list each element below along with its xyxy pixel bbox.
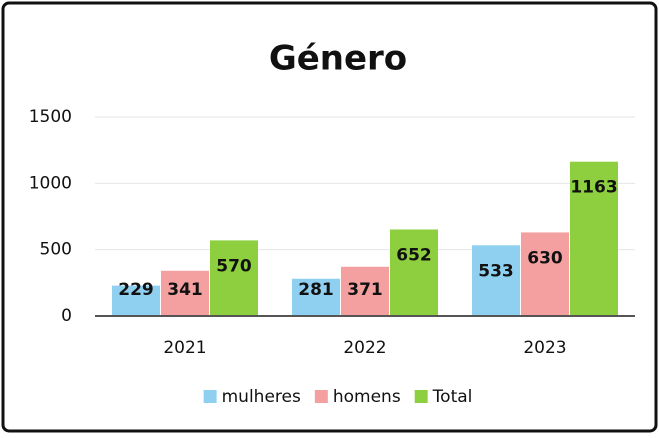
x-tick-label: 2023 [523,338,566,358]
legend-label: homens [333,387,401,407]
data-label: 652 [396,246,432,266]
y-tick-label: 1500 [29,107,72,127]
data-label: 371 [347,280,383,300]
legend-label: mulheres [222,387,301,407]
data-label: 341 [167,280,203,300]
y-tick-label: 500 [40,240,72,260]
y-tick-label: 0 [61,306,72,326]
bar [341,266,389,316]
data-label: 570 [216,256,252,276]
bar [161,270,209,316]
bar [292,278,340,316]
y-tick-label: 1000 [29,173,72,193]
bar [472,245,520,316]
data-label: 533 [478,261,514,281]
x-tick-label: 2022 [343,338,386,358]
bar [210,240,258,316]
legend-label: Total [432,387,473,407]
bar [390,229,438,316]
legend-swatch [414,390,428,403]
legend-swatch [314,390,328,403]
data-label: 229 [118,280,154,300]
legend-swatch [203,390,217,403]
chart-title: Género [269,39,407,79]
bar [570,161,618,316]
bar [112,285,160,316]
x-tick-label: 2021 [163,338,206,358]
data-label: 281 [298,280,334,300]
data-label: 1163 [570,178,617,198]
bar [521,232,569,316]
data-label: 630 [527,248,563,268]
